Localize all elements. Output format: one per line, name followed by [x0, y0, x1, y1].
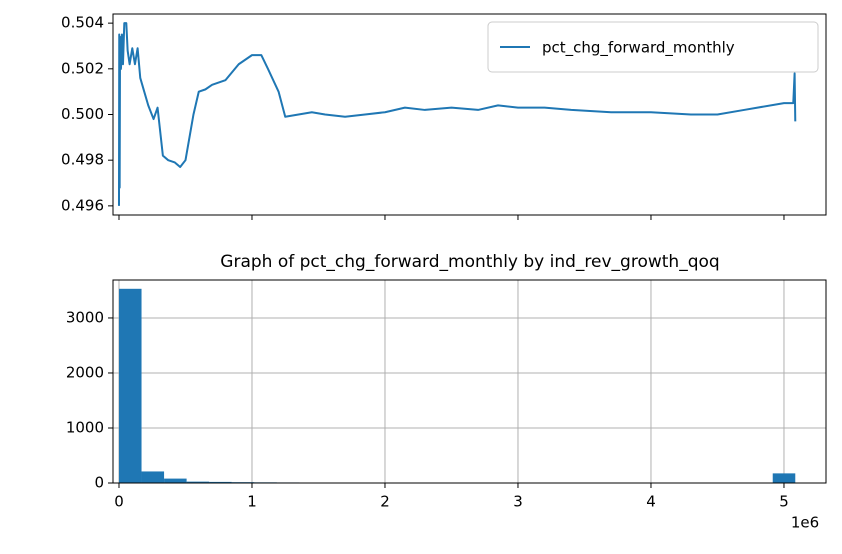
- axes-frame: [112, 279, 827, 484]
- y-tick-label: 3000: [66, 308, 104, 326]
- y-tick-label: 0.502: [61, 59, 104, 77]
- y-tick-label: 0.504: [61, 14, 104, 32]
- y-tick-label: 0: [94, 474, 104, 492]
- legend-label: pct_chg_forward_monthly: [542, 39, 735, 58]
- bar: [772, 473, 796, 483]
- chart-title: Graph of pct_chg_forward_monthly by ind_…: [220, 252, 719, 272]
- y-tick-label: 0.498: [61, 151, 104, 169]
- y-tick-label: 0.496: [61, 196, 104, 214]
- x-tick-label: 0: [114, 493, 124, 511]
- bar: [209, 481, 232, 483]
- bar: [186, 481, 210, 483]
- x-tick-label: 5: [779, 493, 789, 511]
- y-tick-label: 1000: [66, 418, 104, 436]
- y-tick-label: 0.500: [61, 105, 104, 123]
- x-offset-label: 1e6: [791, 514, 819, 532]
- x-tick-label: 2: [380, 493, 390, 511]
- line: [117, 22, 797, 206]
- legend-box: [487, 21, 819, 73]
- bar: [141, 471, 165, 483]
- bar: [164, 478, 187, 483]
- x-tick-label: 1: [247, 493, 257, 511]
- x-tick-label: 3: [513, 493, 523, 511]
- axes-frame: [112, 13, 827, 216]
- bar: [118, 288, 142, 483]
- y-tick-label: 2000: [66, 363, 104, 381]
- x-tick-label: 4: [646, 493, 656, 511]
